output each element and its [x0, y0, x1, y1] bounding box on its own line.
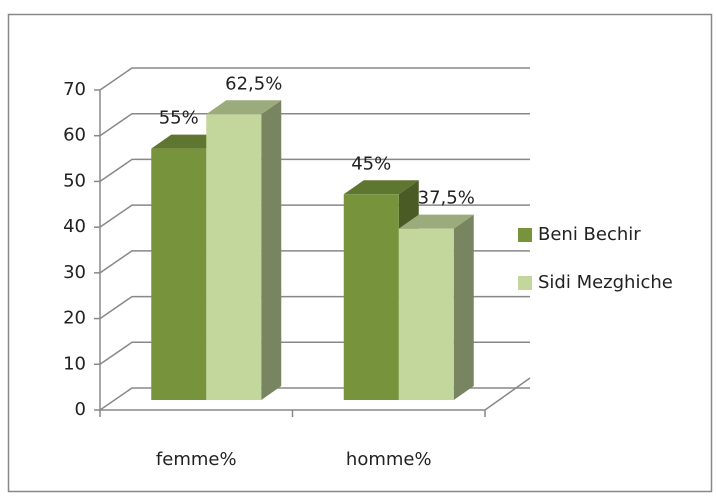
legend-swatch [518, 228, 532, 242]
legend-label: Sidi Mezghiche [538, 272, 673, 293]
bar-side [453, 214, 474, 400]
legend-swatch [518, 276, 532, 290]
y-tick-label: 0 [75, 399, 86, 420]
bar-front [206, 114, 262, 401]
y-tick-label: 10 [63, 353, 86, 374]
y-tick-label: 50 [63, 170, 86, 191]
grid-line [99, 112, 530, 137]
x-tick-label: homme% [346, 449, 432, 470]
y-tick-label: 30 [63, 262, 86, 283]
value-label: 62,5% [225, 73, 282, 94]
y-tick-label: 70 [63, 79, 86, 100]
value-label: 45% [351, 153, 391, 174]
x-tick-label: femme% [156, 449, 237, 470]
bar-top [343, 180, 419, 195]
y-tick-label: 40 [63, 216, 86, 237]
legend-label: Beni Bechir [538, 224, 641, 245]
bar-front [343, 194, 399, 400]
bar-top [398, 214, 474, 229]
bar-front [151, 148, 207, 400]
value-label: 37,5% [418, 188, 475, 209]
grid-line [99, 158, 530, 183]
grid-line [99, 67, 530, 91]
y-tick-label: 20 [63, 308, 86, 329]
bar [206, 100, 282, 401]
value-label: 55% [159, 108, 199, 129]
bar-top [206, 100, 282, 115]
bar-front [398, 228, 454, 400]
y-tick-label: 60 [63, 125, 86, 146]
bar-side [261, 100, 282, 401]
bar [398, 214, 474, 400]
